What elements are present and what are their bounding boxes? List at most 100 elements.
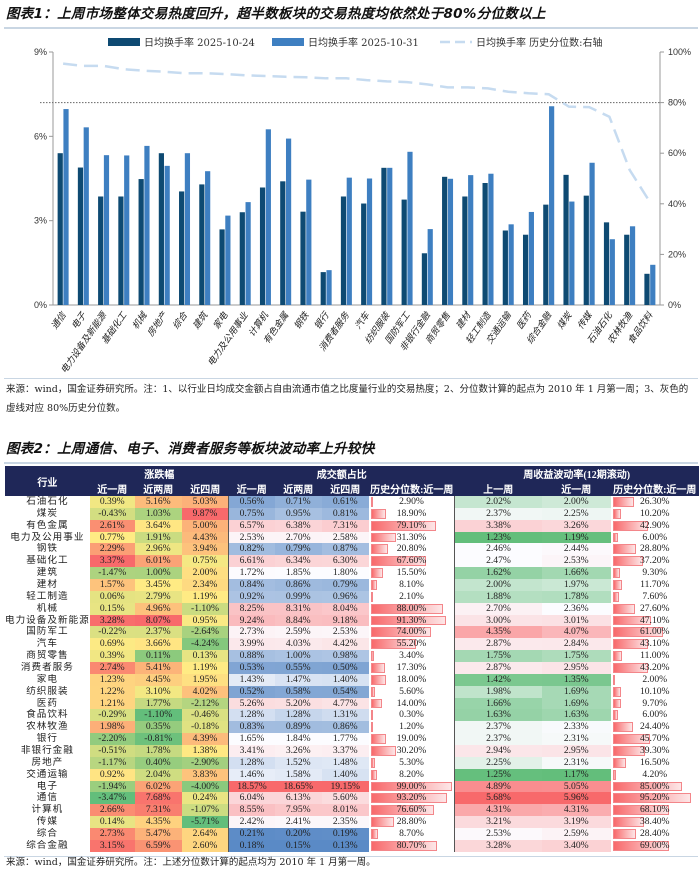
subheader: 上一周: [454, 481, 542, 496]
volatility-percentile-cell: 38.40%: [610, 816, 699, 829]
percentile-bar: [370, 532, 397, 543]
volatility-cell: 2.59%: [541, 828, 611, 840]
bar-2025-10-24: [118, 196, 124, 305]
volatility-cell: 1.23%: [454, 531, 542, 544]
volatility-cell: 2.95%: [541, 745, 611, 757]
turnover-percentile-cell: 55.20%: [368, 638, 455, 651]
subheader: 近两周: [134, 481, 182, 496]
price-change-cell: 0.77%: [89, 531, 135, 544]
percentile-bar: [612, 686, 622, 697]
price-change-cell: 0.15%: [89, 602, 135, 615]
percentile-value: 80.70%: [396, 839, 427, 851]
turnover-share-cell: 0.55%: [274, 662, 322, 674]
turnover-share-cell: 0.18%: [228, 839, 275, 852]
turnover-share-cell: 5.60%: [321, 792, 369, 805]
bar-2025-10-31: [225, 215, 231, 305]
percentile-value: 61.00%: [639, 626, 670, 638]
bar-2025-10-24: [280, 181, 286, 305]
percentile-value: 18.90%: [396, 507, 427, 519]
percentile-bar: [370, 817, 395, 828]
right-tick-label: 40%: [668, 199, 686, 209]
table-row: 汽车 0.69% 3.66% -4.24% 3.99% 4.03% 4.42% 55.20% 2…: [5, 638, 699, 651]
percentile-value: 31.30%: [396, 531, 427, 543]
note-divider: [4, 856, 698, 857]
percentile-bar: [370, 568, 384, 579]
bar-2025-10-24: [583, 195, 589, 305]
x-category-label: 银行: [312, 309, 332, 332]
percentile-value: 3.40%: [399, 650, 424, 662]
price-change-cell: 1.98%: [89, 721, 135, 734]
bar-2025-10-31: [609, 239, 615, 305]
volatility-cell: 1.42%: [454, 673, 542, 686]
turnover-percentile-cell: 31.30%: [368, 531, 455, 544]
table-row: 轻工制造 0.06% 2.79% 1.19% 0.92% 0.99% 0.96% 2.10% 1…: [5, 590, 699, 603]
price-change-cell: -0.46%: [181, 709, 229, 722]
percentile-bar: [370, 757, 376, 768]
turnover-share-cell: 9.24%: [228, 614, 275, 627]
price-change-cell: 3.15%: [89, 839, 135, 852]
bar-2025-10-31: [366, 178, 373, 305]
turnover-share-cell: 2.58%: [321, 531, 369, 544]
industry-name: 交通运输: [5, 768, 90, 781]
turnover-percentile-cell: 2.90%: [368, 496, 455, 508]
percentile-value: 45.70%: [639, 733, 670, 745]
turnover-share-cell: 1.46%: [228, 768, 275, 781]
volatility-cell: 3.38%: [454, 519, 542, 532]
table-row: 消费者服务 2.74% 5.41% 1.19% 0.53% 0.55% 0.50% 17.30…: [5, 662, 699, 674]
percentile-bar: [370, 746, 396, 756]
percentile-value: 28.40%: [639, 828, 670, 840]
table-row: 银行 -2.20% -0.81% 4.39% 1.65% 1.84% 1.77% 19.00%…: [5, 733, 699, 746]
turnover-share-cell: 6.04%: [228, 792, 275, 805]
volatility-cell: 1.66%: [454, 697, 542, 710]
table-row: 石油石化 0.39% 5.16% 5.03% 0.56% 0.71% 0.61% 2.90% 2…: [5, 496, 699, 508]
turnover-share-cell: 8.25%: [228, 602, 275, 615]
percentile-bar: [612, 829, 637, 839]
price-change-cell: 4.35%: [134, 816, 182, 829]
table-row: 电力及公用事业 0.77% 1.91% 4.43% 2.53% 2.70% 2.58% 31.…: [5, 531, 699, 544]
price-change-cell: 1.22%: [89, 685, 135, 698]
turnover-percentile-cell: 8.70%: [368, 828, 455, 840]
volatility-percentile-cell: 42.90%: [610, 519, 699, 532]
volatility-percentile-cell: 47.10%: [610, 614, 699, 627]
industry-name: 电力设备及新能源: [5, 614, 90, 627]
percentile-bar: [370, 508, 387, 519]
price-change-cell: -1.17%: [89, 756, 135, 769]
percentile-value: 85.00%: [639, 780, 670, 792]
volatility-cell: 1.98%: [454, 685, 542, 698]
turnover-share-cell: 1.28%: [228, 756, 275, 769]
percentile-value: 69.00%: [639, 839, 670, 851]
turnover-percentile-cell: 28.80%: [368, 816, 455, 829]
turnover-share-cell: 7.95%: [274, 804, 322, 817]
price-change-cell: -1.47%: [89, 567, 135, 580]
percentile-bar: [612, 663, 649, 673]
turnover-share-cell: 2.41%: [274, 816, 322, 829]
percentile-value: 5.60%: [399, 685, 424, 697]
volatility-percentile-cell: 16.50%: [610, 756, 699, 769]
volatility-cell: 4.35%: [454, 626, 542, 639]
subheader: 近两周: [274, 481, 322, 496]
price-change-cell: 4.39%: [181, 733, 229, 746]
price-change-cell: 4.43%: [181, 531, 229, 544]
bar-2025-10-24: [158, 153, 164, 305]
industry-name: 石油石化: [5, 496, 90, 508]
bar-2025-10-24: [644, 273, 650, 305]
volatility-cell: 1.69%: [541, 685, 611, 698]
turnover-share-cell: 1.40%: [321, 673, 369, 686]
volatility-cell: 2.46%: [454, 543, 542, 556]
percentile-bar: [612, 544, 637, 555]
left-tick-label: 3%: [34, 216, 47, 226]
industry-name: 综合金融: [5, 839, 90, 852]
bar-2025-10-31: [387, 167, 393, 305]
turnover-share-cell: 3.99%: [228, 638, 275, 651]
percentile-bar: [612, 591, 619, 602]
percentile-bar: [612, 603, 636, 614]
header-volatility: 周收益波动率(12期滚动): [454, 466, 699, 481]
turnover-share-cell: 18.57%: [228, 780, 275, 793]
industry-name: 房地产: [5, 756, 90, 769]
price-change-cell: 2.64%: [181, 828, 229, 840]
price-change-cell: 0.40%: [134, 756, 182, 769]
volatility-cell: 1.66%: [541, 567, 611, 580]
industry-name: 银行: [5, 733, 90, 746]
right-tick-label: 20%: [668, 249, 686, 259]
legend-label: 日均换手率 2025-10-24: [144, 36, 255, 49]
